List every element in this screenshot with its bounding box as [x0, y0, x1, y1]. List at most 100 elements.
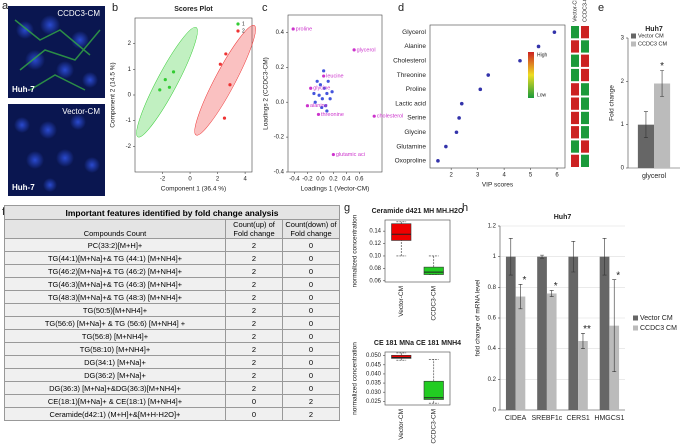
- table-cell: DG(34:1) [M+Na]+: [4, 355, 226, 369]
- point: [325, 109, 329, 113]
- table-cell: TG(46:3)[M+Na]+& TG (46:3) [M+NH4]+: [4, 277, 226, 291]
- y-tick-label: 0: [493, 408, 497, 414]
- bar: [599, 256, 610, 410]
- chart-title: CE 181 MNa CE 181 MNH4: [374, 340, 461, 347]
- point: [317, 93, 321, 97]
- point: [325, 91, 329, 96]
- point: [552, 30, 557, 34]
- heatmap-cell: [571, 26, 579, 39]
- y-tick-label: 1.2: [488, 224, 497, 230]
- point: [331, 152, 335, 157]
- whisker: [396, 240, 407, 257]
- table-row: DG(36:3) [M+Na]+&DG(36:3)[M+NH4]+ 2 0: [4, 381, 340, 395]
- table-row: TG(44:1)[M+Na]+& TG (44:1) [M+NH4]+ 2 0: [4, 251, 340, 265]
- y-tick-label: 0.12: [369, 241, 381, 247]
- panel-label: b: [112, 2, 118, 14]
- table-cell: Compounds Count: [4, 219, 226, 239]
- plot-frame: [384, 219, 451, 283]
- heatmap-cell: [581, 140, 589, 153]
- error-bar: [549, 290, 554, 297]
- plot-frame: [384, 351, 451, 406]
- table-cell: 2: [225, 329, 283, 343]
- whisker: [396, 358, 407, 361]
- x-tick-label: 4: [243, 177, 247, 183]
- y-tick-label: 0.6: [488, 316, 497, 322]
- x-tick-label: glycerol: [642, 173, 667, 180]
- x-tick-label: -0.4: [289, 177, 300, 183]
- y-tick-label: 0.0: [276, 100, 285, 106]
- y-axis-label: normalized concentration: [352, 214, 359, 287]
- significance-mark: **: [583, 324, 591, 335]
- table-cell: Count(down) of Fold change: [282, 219, 340, 239]
- heatmap-column-label: CCDC3-CM: [582, 0, 588, 22]
- y-tick-label: 0.4: [276, 30, 285, 36]
- y-tick-label: 1: [493, 254, 497, 260]
- y-tick-label: Threonine: [397, 72, 427, 79]
- y-tick-label: 1: [621, 122, 625, 128]
- y-tick-label: 0.030: [366, 390, 382, 396]
- table-cell: 2: [282, 407, 340, 421]
- table-cell: 0: [225, 394, 283, 408]
- bar: [537, 256, 547, 410]
- x-tick-label: CIDEA: [505, 415, 527, 422]
- table-cell: Important features identified by fold ch…: [4, 205, 340, 220]
- point: [315, 79, 319, 83]
- box: [391, 354, 412, 359]
- error-bar: [571, 241, 576, 273]
- chart-title: Scores Plot: [174, 6, 213, 13]
- chart-title: Ceramide d421 MH MH.H2O: [372, 208, 464, 215]
- y-tick-label: Serine: [407, 115, 426, 122]
- point-label: cholesterol: [377, 114, 404, 120]
- legend-swatch: [633, 325, 638, 331]
- x-tick-label: 2: [216, 177, 220, 183]
- y-tick-label: 3: [621, 36, 625, 42]
- table-cell: 0: [225, 407, 283, 421]
- point: [171, 70, 176, 74]
- y-tick-label: Glycine: [404, 129, 426, 136]
- table-cell: 0: [282, 316, 340, 330]
- y-tick-label: Cholesterol: [393, 57, 426, 64]
- table-cell: 2: [225, 277, 283, 291]
- y-tick-label: 0.025: [366, 399, 382, 405]
- table: Important features identified by fold ch…: [4, 205, 340, 421]
- legend-swatch: [236, 29, 240, 33]
- image-label: Huh-7: [12, 183, 35, 192]
- box: [391, 223, 412, 241]
- bar: [546, 293, 557, 410]
- table-cell: 0: [282, 381, 340, 395]
- panel-label: c: [262, 2, 268, 14]
- point: [167, 85, 172, 89]
- table-cell: TG(58:10) [M+NH4]+: [4, 342, 226, 356]
- table-cell: 2: [225, 264, 283, 278]
- error-bar: [508, 237, 513, 276]
- whisker: [428, 359, 439, 382]
- legend-label: Vector CM: [640, 315, 673, 322]
- table-cell: 2: [225, 303, 283, 317]
- point: [312, 91, 316, 96]
- table-row: TG(56:8) [M+NH4]+ 2 0: [4, 329, 340, 343]
- x-tick-label: 5: [529, 173, 533, 179]
- point-label: alanine: [310, 103, 328, 109]
- table-cell: DG(36:2) [M+Na]+: [4, 368, 226, 382]
- micrograph: [8, 6, 105, 98]
- table-cell: TG(50:5)[M+NH4]+: [4, 303, 226, 317]
- point: [320, 97, 324, 101]
- point: [322, 74, 326, 78]
- chart-title: Huh7: [645, 26, 663, 33]
- x-tick-label: Vector-CM: [398, 409, 405, 440]
- legend-swatch: [633, 315, 638, 321]
- table-row: PC(33:2)[M+H]+ 2 0: [4, 238, 340, 252]
- legend-label: 1: [242, 21, 245, 27]
- point: [326, 79, 330, 83]
- heatmap-column-label: Vector-CM: [572, 0, 578, 22]
- table-cell: 0: [282, 303, 340, 317]
- y-tick-label: Glycerol: [402, 29, 426, 36]
- table-cell: Count(up) of Fold change: [225, 219, 283, 239]
- x-tick-label: 0: [188, 177, 192, 183]
- table-cell: 0: [282, 368, 340, 382]
- x-tick-label: CCDC3-CM: [430, 286, 437, 321]
- y-tick-label: 2: [621, 79, 625, 85]
- table-cell: 2: [225, 290, 283, 304]
- x-tick-label: 6: [555, 173, 559, 179]
- y-axis-label: normalized concentration: [352, 342, 359, 415]
